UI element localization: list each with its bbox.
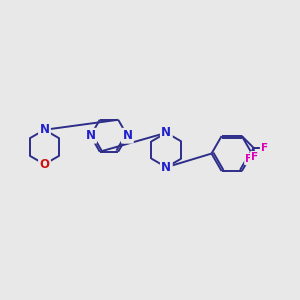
Text: F: F xyxy=(245,154,253,164)
Text: O: O xyxy=(40,158,50,171)
Text: N: N xyxy=(40,123,50,136)
Text: N: N xyxy=(161,126,171,139)
Text: N: N xyxy=(161,161,171,174)
Text: N: N xyxy=(85,129,96,142)
Text: F: F xyxy=(261,142,268,153)
Text: N: N xyxy=(122,129,132,142)
Text: F: F xyxy=(251,152,258,162)
